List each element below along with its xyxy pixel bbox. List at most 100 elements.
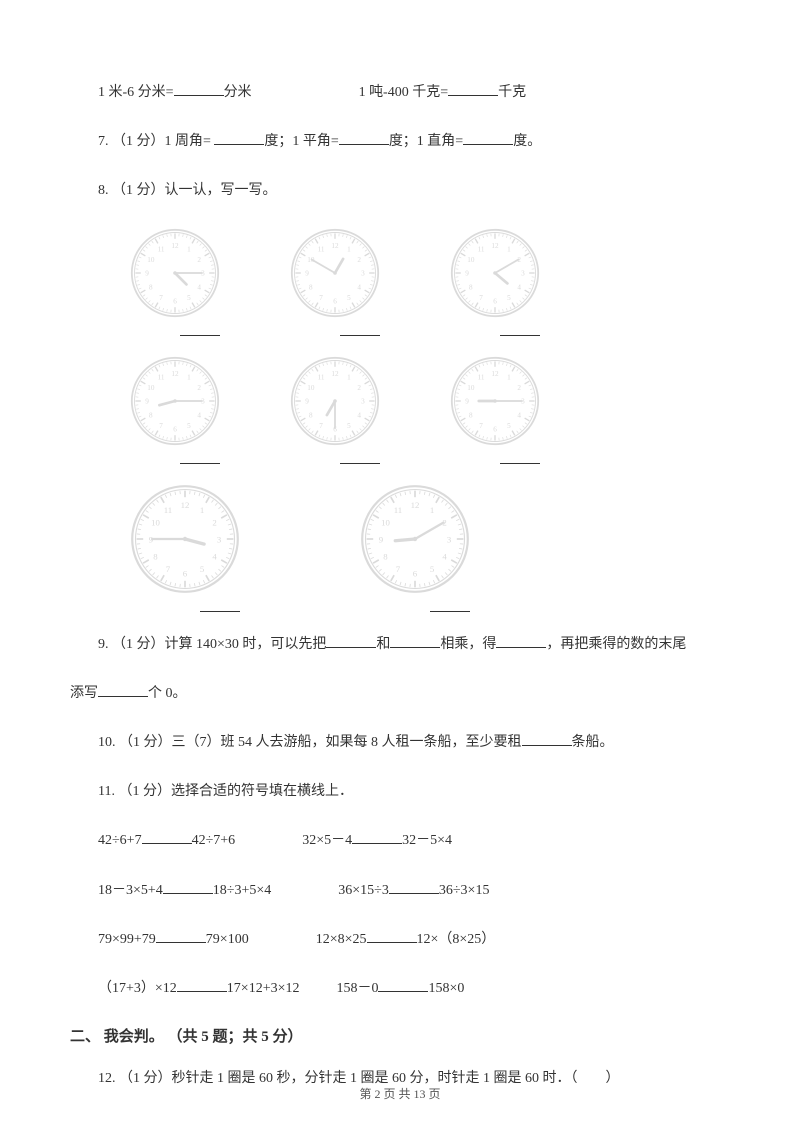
q6-line: 1 米-6 分米=分米 1 吨-400 千克=千克 <box>70 80 730 105</box>
q8-line: 8. （1 分）认一认，写一写。 <box>70 178 730 203</box>
q10-b: 条船。 <box>572 735 614 750</box>
svg-text:5: 5 <box>507 293 511 301</box>
clock-row-3: 123456789101112 123456789101112 <box>70 484 730 612</box>
q10-a: 10. （1 分）三（7）班 54 人去游船，如果每 8 人租一条船，至少要租 <box>98 735 522 750</box>
clock-answer-blank[interactable] <box>340 450 380 464</box>
svg-text:11: 11 <box>318 373 325 381</box>
q6-left-pre: 1 米-6 分米= <box>98 85 174 100</box>
svg-text:8: 8 <box>149 283 153 291</box>
blank[interactable] <box>339 131 389 145</box>
svg-text:2: 2 <box>517 383 521 391</box>
blank[interactable] <box>389 880 439 894</box>
svg-text:2: 2 <box>357 383 361 391</box>
clock-answer-blank[interactable] <box>340 322 380 336</box>
svg-text:9: 9 <box>305 397 309 405</box>
clock-answer-blank[interactable] <box>430 598 470 612</box>
svg-text:4: 4 <box>197 283 201 291</box>
svg-text:11: 11 <box>478 373 485 381</box>
blank[interactable] <box>163 880 213 894</box>
blank[interactable] <box>352 830 402 844</box>
q9-a: 9. （1 分）计算 140×30 时，可以先把 <box>98 637 326 652</box>
svg-text:6: 6 <box>183 568 188 578</box>
blank[interactable] <box>378 978 428 992</box>
svg-text:2: 2 <box>357 255 361 263</box>
svg-text:7: 7 <box>159 293 163 301</box>
clock-item: 123456789101112 <box>290 228 380 336</box>
q11r2-l1: 18－3×5+4 <box>98 883 163 898</box>
q11-row3: 79×99+7979×100 12×8×2512×（8×25） <box>70 927 730 952</box>
q9-line2: 添写 个 0。 <box>70 681 730 706</box>
svg-text:8: 8 <box>469 283 473 291</box>
svg-text:4: 4 <box>212 551 217 561</box>
q11r2-r1: 36×15÷3 <box>338 883 389 898</box>
blank[interactable] <box>496 634 546 648</box>
q9-c: 相乘，得 <box>440 637 496 652</box>
section-2-heading: 二、 我会判。 （共 5 题；共 5 分） <box>70 1025 730 1046</box>
clock-icon: 123456789101112 <box>290 228 380 318</box>
svg-text:11: 11 <box>158 373 165 381</box>
svg-text:9: 9 <box>465 397 469 405</box>
svg-text:3: 3 <box>447 534 452 544</box>
blank[interactable] <box>463 131 513 145</box>
clock-item: 123456789101112 <box>130 228 220 336</box>
blank[interactable] <box>326 634 376 648</box>
svg-text:10: 10 <box>467 383 475 391</box>
svg-text:9: 9 <box>145 269 149 277</box>
blank[interactable] <box>214 131 264 145</box>
blank[interactable] <box>390 634 440 648</box>
svg-text:3: 3 <box>217 534 222 544</box>
svg-text:1: 1 <box>430 504 434 514</box>
q11r2-l2: 18÷3+5×4 <box>213 883 271 898</box>
blank[interactable] <box>448 82 498 96</box>
clock-icon: 123456789101112 <box>450 356 540 446</box>
svg-text:3: 3 <box>521 269 525 277</box>
blank[interactable] <box>177 978 227 992</box>
svg-text:7: 7 <box>479 421 483 429</box>
clock-icon: 123456789101112 <box>130 484 240 594</box>
svg-text:9: 9 <box>305 269 309 277</box>
blank[interactable] <box>522 732 572 746</box>
clock-answer-blank[interactable] <box>180 322 220 336</box>
svg-text:10: 10 <box>381 517 390 527</box>
svg-text:12: 12 <box>491 241 499 249</box>
svg-text:3: 3 <box>361 269 365 277</box>
svg-text:10: 10 <box>307 383 315 391</box>
clock-answer-blank[interactable] <box>200 598 240 612</box>
svg-text:7: 7 <box>159 421 163 429</box>
svg-text:5: 5 <box>507 421 511 429</box>
svg-text:4: 4 <box>197 411 201 419</box>
clock-icon: 123456789101112 <box>130 228 220 318</box>
q10-line: 10. （1 分）三（7）班 54 人去游船，如果每 8 人租一条船，至少要租 条… <box>70 730 730 755</box>
svg-text:10: 10 <box>467 255 475 263</box>
clock-icon: 123456789101112 <box>450 228 540 318</box>
q11r3-l1: 79×99+79 <box>98 932 156 947</box>
svg-text:7: 7 <box>166 563 171 573</box>
clock-answer-blank[interactable] <box>500 450 540 464</box>
q7-line: 7. （1 分）1 周角= 度；1 平角=度；1 直角=度。 <box>70 129 730 154</box>
q11r3-r2: 12×（8×25） <box>417 932 496 947</box>
svg-text:3: 3 <box>361 397 365 405</box>
svg-text:12: 12 <box>491 369 499 377</box>
svg-text:5: 5 <box>347 293 351 301</box>
svg-text:9: 9 <box>465 269 469 277</box>
svg-text:12: 12 <box>171 369 179 377</box>
svg-text:4: 4 <box>517 283 521 291</box>
q11r3-l2: 79×100 <box>206 932 249 947</box>
clock-answer-blank[interactable] <box>180 450 220 464</box>
blank[interactable] <box>367 929 417 943</box>
q9-f: 个 0。 <box>148 686 187 701</box>
blank[interactable] <box>174 82 224 96</box>
blank[interactable] <box>142 830 192 844</box>
q11r1-r2: 32－5×4 <box>402 833 452 848</box>
clock-item: 123456789101112 <box>130 356 220 464</box>
blank[interactable] <box>156 929 206 943</box>
svg-text:9: 9 <box>379 534 384 544</box>
blank[interactable] <box>98 683 148 697</box>
q9-d: ，再把乘得的数的末尾 <box>546 637 686 652</box>
clock-item: 123456789101112 <box>130 484 240 612</box>
clock-answer-blank[interactable] <box>500 322 540 336</box>
svg-text:4: 4 <box>357 411 361 419</box>
q9-e: 添写 <box>70 686 98 701</box>
q7-mid1: 度；1 平角= <box>264 134 338 149</box>
q11r1-r1: 32×5－4 <box>302 833 352 848</box>
